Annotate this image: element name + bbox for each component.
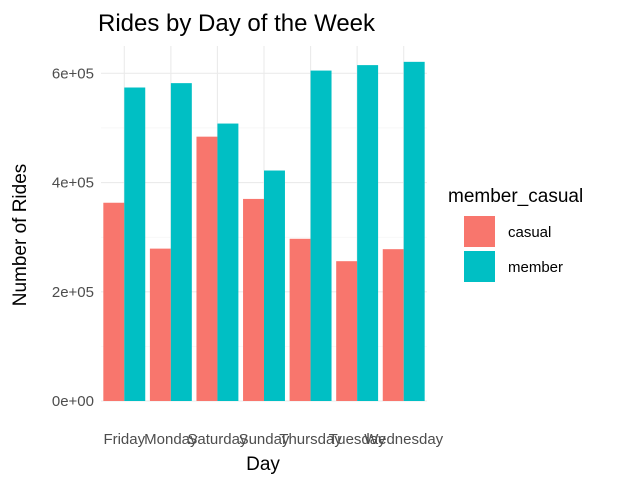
legend-label-casual: casual [508,224,551,241]
bar-member-saturday [217,123,239,402]
bar-member-sunday [264,170,285,401]
legend: member_casual casual member [448,186,583,282]
bar-casual-sunday [243,198,264,401]
bar-member-tuesday [357,65,379,401]
legend-items: casual member [464,216,563,282]
x-tick-label: Friday [103,431,145,448]
x-tick-label: Sunday [239,431,290,448]
bar-member-monday [170,83,192,401]
legend-key-casual [464,216,495,247]
x-tick-label: Monday [144,431,198,448]
bars [103,61,425,402]
bar-member-wednesday [403,61,425,401]
x-tick-label: Wednesday [364,431,443,448]
bar-member-thursday [310,70,332,402]
y-tick-label: 6e+05 [52,65,94,82]
bar-casual-friday [103,202,125,401]
bar-casual-wednesday [382,249,404,401]
legend-label-member: member [508,259,563,276]
legend-key-member [464,251,495,282]
chart-title: Rides by Day of the Week [98,10,376,37]
y-axis-title: Number of Rides [10,164,31,307]
x-axis-title: Day [246,454,280,475]
bar-casual-tuesday [336,261,358,401]
x-axis-ticks: Friday MondaySaturdaySundayThursdayTuesda… [103,431,443,448]
y-tick-label: 0e+00 [52,393,94,410]
y-tick-label: 2e+05 [52,284,94,301]
bar-casual-thursday [289,238,311,401]
bar-member-friday [124,87,146,401]
bar-casual-monday [149,248,171,401]
plot-area [101,46,427,402]
x-tick-label: Tuesday [329,431,386,448]
bar-casual-saturday [196,136,218,401]
y-tick-label: 4e+05 [52,175,94,192]
x-tick-label: Thursday [279,431,342,448]
legend-title: member_casual [448,186,583,207]
y-axis-ticks: 0e+00 2e+05 4e+05 6e+05 [52,65,94,410]
x-tick-label: Saturday [187,431,248,448]
